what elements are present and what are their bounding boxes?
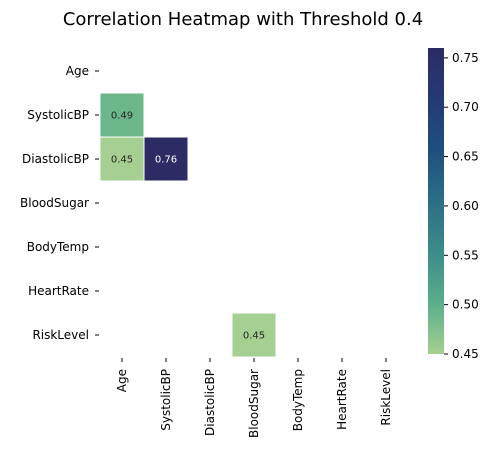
x-axis-ticks: Age SystolicBP DiastolicBP BloodSugar BodyTe… [115, 358, 393, 438]
x-tick-label: BodyTemp [291, 369, 305, 431]
x-tick-label: BloodSugar [247, 369, 261, 438]
x-tick-label: HeartRate [335, 369, 349, 430]
heatmap-cell [99, 92, 145, 138]
cell-value-label: 0.49 [111, 111, 133, 122]
colorbar-tick-label: 0.45 [452, 347, 479, 361]
heatmap-cell [231, 312, 277, 358]
cell-value-label: 0.45 [243, 331, 265, 342]
colorbar-tick-label: 0.50 [452, 298, 479, 312]
cell-value-label: 0.45 [111, 155, 133, 166]
cell-value-label: 0.76 [155, 155, 177, 166]
colorbar-tick-label: 0.70 [452, 100, 479, 114]
x-tick-label: DiastolicBP [203, 369, 217, 436]
y-tick-label: HeartRate [28, 284, 89, 298]
heatmap-cells: 0.49 0.45 0.76 0.45 [99, 92, 277, 358]
x-tick-label: RiskLevel [379, 369, 393, 426]
chart-title: Correlation Heatmap with Threshold 0.4 [63, 9, 423, 30]
y-tick-label: SystolicBP [27, 108, 89, 122]
x-tick-label: SystolicBP [159, 369, 173, 431]
colorbar-ticks: 0.45 0.50 0.55 0.60 0.65 0.70 0.75 [444, 51, 479, 361]
y-tick-label: RiskLevel [32, 328, 89, 342]
heatmap-cell [143, 136, 189, 182]
y-tick-label: BodyTemp [27, 240, 89, 254]
colorbar-tick-label: 0.60 [452, 199, 479, 213]
colorbar-tick-label: 0.55 [452, 248, 479, 262]
y-tick-label: BloodSugar [20, 196, 89, 210]
y-tick-label: Age [66, 64, 89, 78]
colorbar-tick-label: 0.75 [452, 51, 479, 65]
y-tick-label: DiastolicBP [22, 152, 89, 166]
y-axis-ticks: Age SystolicBP DiastolicBP BloodSugar BodyTe… [20, 64, 99, 342]
heatmap-cell [99, 136, 145, 182]
colorbar-tick-label: 0.65 [452, 150, 479, 164]
colorbar [428, 48, 444, 354]
x-tick-label: Age [115, 369, 129, 392]
